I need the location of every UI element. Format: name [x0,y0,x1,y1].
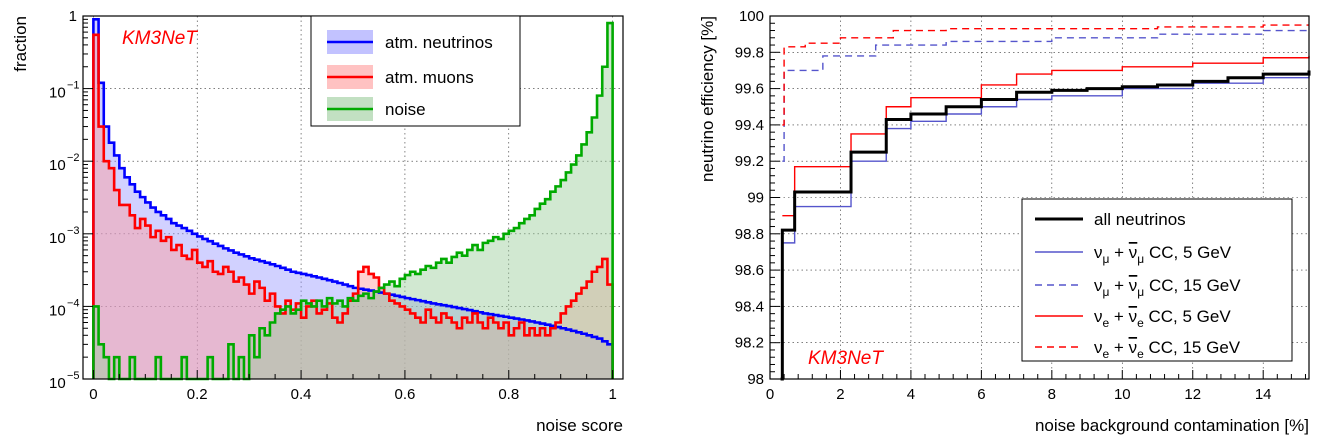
legend-text-part: CC, 15 GeV [1144,338,1241,357]
left-y-tick-label-exponent: −4 [67,297,80,309]
right-y-axis-title: neutrino efficiency [%] [698,16,717,182]
legend-text-part: CC, 5 GeV [1144,307,1232,326]
right-x-tick-label: 4 [907,386,915,403]
legend-subscript: e [1103,316,1110,330]
legend-subscript: μ [1137,285,1144,299]
legend-label-atm-muons: atm. muons [385,68,474,87]
legend-label-4: νe + νe CC, 15 GeV [1094,338,1241,361]
legend-subscript: e [1137,316,1144,330]
legend-text-part: + [1109,276,1128,295]
legend-label-atm-neutrinos: atm. neutrinos [385,33,493,52]
right-y-tick-label: 99.4 [735,117,764,134]
legend-text-part: ν [1094,307,1103,326]
left-axis-ticks: 0 0.2 0.4 0.6 0.8 110 −510 −410 −310 −210 −11 [49,8,617,403]
efficiency-curve-4 [782,24,1309,126]
legend-label-0: all neutrinos [1094,210,1186,229]
histogram-fill-noise [93,23,613,379]
left-legend: atm. neutrinos atm. muons noise [310,15,521,127]
left-km3net-watermark: KM3NeT [122,28,198,49]
right-y-tick-label: 100 [739,8,764,25]
left-y-tick-label-base: 10 [49,302,66,319]
histogram-panel: 0 0.2 0.4 0.6 0.8 110 −510 −410 −310 −210 −11 nois… [0,0,640,441]
left-x-tick-label: 0.2 [187,386,208,403]
left-y-axis-title: fraction [11,16,30,72]
right-y-tick-label: 99 [747,190,764,207]
efficiency-panel: 0 2 4 6 8 10 12 14 98 98.2 98.4 98.6 98.8 99 99.2 99.4 9… [698,8,1311,435]
legend-antineutrino: ν [1129,243,1138,262]
legend-text-part: + [1109,307,1128,326]
efficiency-curve-2 [782,29,1309,162]
right-y-tick-label: 98.4 [735,298,764,315]
right-axis-ticks: 0 2 4 6 8 10 12 14 98 98.2 98.4 98.6 98.8 99 99.2 99.4 9… [735,8,1306,403]
legend-antineutrino: ν [1129,338,1138,357]
left-y-tick-label: 1 [69,8,77,25]
legend-label-noise: noise [385,100,426,119]
right-y-tick-label: 98.8 [735,226,764,243]
left-x-tick-label: 0.6 [394,386,415,403]
right-x-tick-label: 0 [766,386,774,403]
legend-text-part: ν [1094,243,1103,262]
legend-label-2: νμ + νμ CC, 15 GeV [1094,276,1241,299]
legend-text-part: + [1109,243,1128,262]
right-x-tick-label: 12 [1184,386,1201,403]
left-x-axis-title: noise score [536,416,623,435]
legend-label-3: νe + νe CC, 5 GeV [1094,307,1231,330]
right-curves [780,24,1311,381]
right-x-tick-label: 14 [1255,386,1272,403]
right-y-tick-label: 99.6 [735,81,764,98]
right-y-tick-label: 99.2 [735,153,764,170]
right-x-axis-title: noise background contamination [%] [1035,416,1309,435]
right-y-tick-label: 98.6 [735,262,764,279]
left-y-tick-label-base: 10 [49,230,66,247]
histogram-outline-atm-neutrinos [92,18,614,379]
legend-text-part: CC, 15 GeV [1144,276,1241,295]
right-y-tick-label: 98 [747,371,764,388]
legend-text-part: CC, 5 GeV [1144,243,1232,262]
legend-antineutrino: ν [1129,276,1138,295]
right-x-tick-label: 10 [1114,386,1131,403]
legend-text-part: + [1109,338,1128,357]
left-x-tick-label: 0 [89,386,97,403]
right-y-tick-label: 98.2 [735,335,764,352]
legend-subscript: e [1137,347,1144,361]
legend-subscript: μ [1103,285,1110,299]
legend-subscript: μ [1137,252,1144,266]
right-x-tick-label: 8 [1048,386,1056,403]
left-y-tick-label-exponent: −2 [67,152,80,164]
right-x-tick-label: 2 [836,386,844,403]
right-x-tick-label: 6 [977,386,985,403]
left-x-tick-label: 1 [608,386,616,403]
left-y-tick-label-exponent: −3 [67,225,80,237]
legend-subscript: e [1103,347,1110,361]
legend-text-part: ν [1094,276,1103,295]
left-x-tick-label: 0.4 [291,386,312,403]
left-y-tick-label-base: 10 [49,85,66,102]
histogram-fill-atm-muons [93,34,613,379]
left-y-tick-label-exponent: −1 [67,80,80,92]
legend-text-part: ν [1094,338,1103,357]
efficiency-curve-3 [782,55,1310,217]
efficiency-curve-0 [780,70,1311,381]
right-y-tick-label: 99.8 [735,44,764,61]
legend-subscript: μ [1103,252,1110,266]
legend-label-1: νμ + νμ CC, 5 GeV [1094,243,1232,266]
legend-antineutrino: ν [1129,307,1138,326]
histogram-fill-atm-neutrinos [93,19,613,380]
histogram-outline-atm-muons [92,33,614,379]
left-y-tick-label-base: 10 [49,375,66,392]
left-x-tick-label: 0.8 [498,386,519,403]
left-y-tick-label-base: 10 [49,157,66,174]
right-legend-box [1021,198,1293,362]
left-y-tick-label-exponent: −5 [67,370,80,382]
right-km3net-watermark: KM3NeT [808,348,884,369]
